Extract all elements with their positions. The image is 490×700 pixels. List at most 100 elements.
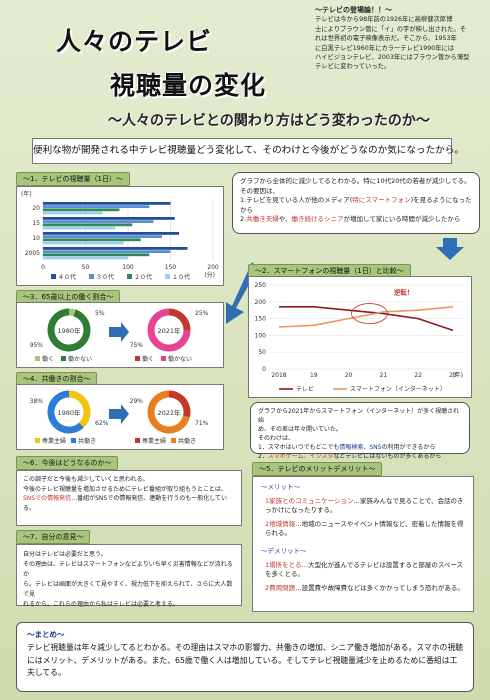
summary-box: ～まとめ～ テレビ視聴量は年々減少してるとわかる。その理由はスマホの影響力、共働… (16, 622, 474, 692)
right-arrow-icon (109, 404, 129, 424)
demerit-heading: ～デメリット～ (261, 546, 307, 555)
y-tick-label: 10 (32, 235, 40, 242)
donut-slice (47, 308, 91, 352)
smartphone-comparison-panel: 0 50 100 150 200 250 2018 19 20 21 22 23 (年) 逆転！ テレビ スマ… (248, 276, 472, 398)
legend-label: 働く (42, 355, 54, 363)
donut-center-label: 2021年 (157, 326, 181, 335)
summary-body: テレビ視聴量は年々減少してるとわかる。その理由はスマホの影響力、共働きの増加、シ… (27, 643, 463, 677)
note-text: 1．スマホはいつでもどこでも (258, 444, 340, 451)
merit-key: 1家族とのコミュニケーション (265, 496, 354, 505)
bar (43, 217, 175, 220)
legend-label: スマートフォン（インターネット） (350, 385, 446, 393)
bar (43, 238, 141, 242)
history-heading: ～テレビの登場論！！～ (315, 6, 392, 14)
opinion-line: 自分はテレビは必要だと思う。 (23, 551, 107, 558)
y-tick-label: 200 (255, 299, 267, 306)
x-tick-label: 50 (82, 264, 90, 271)
opinion-box: 自分はテレビは必要だと思う。 その理由は、テレビはスマートフォンなどよりいち早く… (16, 544, 242, 608)
legend-label: 専業主婦 (142, 437, 166, 445)
history-box: ～テレビの登場論！！～ テレビは今から98年前の1926年に高柳健次郎博 士によ… (315, 6, 485, 72)
legend-label: テレビ (296, 385, 314, 393)
donut-slice (147, 308, 191, 352)
x-tick-label: 100 (122, 264, 134, 271)
demerit-value: …大型化が進んでるテレビは設置すると部屋のスペースを多くとる。 (265, 560, 464, 579)
y-tick-label: 15 (32, 220, 40, 227)
tv-viewing-chart-panel: (年) 0 50 100 150 200 (分) 20 15 10 2005 ４０代 ３０代 ２０代 １０代 (16, 186, 224, 286)
x-tick-label: 19 (310, 372, 318, 379)
legend-swatch (127, 274, 132, 279)
section5-heading: ～5．テレビのメリットデメリット～ (252, 462, 383, 476)
bar (43, 226, 116, 230)
section7-heading: ～7．自分の意見～ (16, 530, 91, 544)
donut-slice (47, 390, 84, 434)
history-line: に白黒テレビ1960年にカラーテレビ1990年には (315, 44, 455, 52)
intro-box: 便利な物が開発される中テレビ視聴量どう変化して、そのわけと今後がどうなのか気にな… (32, 138, 464, 164)
legend-label: １０代 (172, 273, 190, 281)
note-line: SNSでの情報発信…番組がSNSでの情報発信、連動を行うのも一般化している。 (23, 494, 235, 513)
note-text: 2． (258, 453, 268, 460)
y-tick-label: 250 (255, 282, 267, 289)
donut-slice (68, 390, 91, 428)
y-tick-label: 100 (255, 332, 267, 339)
donut-pct-label: 75% (130, 342, 144, 349)
dual-income-panel: 1980年 38% 62% 専業主婦 共働き 2022年 29% 71% 専業主婦 共働き (16, 384, 224, 450)
x-axis-label: (年) (452, 371, 463, 379)
donut-pct-label: 38% (30, 398, 44, 405)
donut-slice (168, 390, 191, 418)
down-arrow-icon (436, 238, 464, 260)
x-tick-label: 150 (165, 264, 177, 271)
note-line: その要因は、 (240, 187, 472, 197)
y-tick-label: 50 (258, 349, 266, 356)
y-tick-label: 150 (255, 316, 267, 323)
bar (43, 247, 188, 250)
right-arrow-icon (109, 322, 129, 342)
x-tick-label: 20 (345, 372, 353, 379)
note-text: SNSでの情報発信 (23, 495, 72, 502)
demerit-value: …設置費や故障費などは多くかかってしまう恐れがある。 (295, 583, 464, 592)
bar (43, 211, 103, 215)
x-tick-label: 21 (380, 372, 388, 379)
note-text: などテレビにはないものが多くあるから (333, 453, 442, 460)
note-text: 特にスマートフォン (352, 196, 411, 205)
note-text: め、その差は年々開いていた。 (258, 426, 342, 433)
note-line: グラフから全体的に減少してるとわかる。特に10代20代の若者が減少してる。 (240, 177, 472, 187)
senior-work-donut-charts: 1980年 5% 95% 働く 働かない 2021年 25% 75% 働く 働かない (30, 308, 209, 363)
note-text: 働き続けるシニア (291, 215, 344, 224)
note-text: この調子だと今後も減少していくと思われる。 (23, 476, 149, 483)
legend-swatch (165, 274, 170, 279)
donut-slice (147, 390, 190, 434)
note-line: 2．スマホゲーム、インスタなどテレビにはないものが多くあるから (258, 452, 462, 461)
annotation-label: 逆転！ (394, 287, 414, 296)
merit-heading: ～メリット～ (261, 483, 300, 491)
note-text: )を見るようになったから (240, 196, 472, 214)
merit-value: …家族みんなで見ることで、会話のきっかけになったりする。 (265, 496, 464, 515)
bar (43, 232, 179, 235)
bar (43, 250, 171, 253)
legend-label: 働く (142, 355, 154, 363)
opinion-line: ら。テレビは画面が大きくて見やすく、視力低下を抑えられて、さらに大人数で見 (23, 581, 233, 598)
legend-label: 働かない (168, 355, 192, 363)
page-subtitle: ～人々のテレビとの関わり方はどう変わったのか～ (108, 113, 430, 129)
donut-pct-label: 71% (195, 420, 209, 427)
history-line: ハイビジョンテレビ、2003年にはブラウン管から薄型 (315, 54, 470, 62)
legend-label: 共働き (78, 437, 96, 445)
bar (43, 220, 154, 223)
demerit-key: 1場所をとる (265, 560, 302, 569)
note-text: 1.テレビを見ている人が他のメディア( (240, 196, 353, 205)
legend-swatch (135, 356, 140, 361)
legend-label: 働かない (68, 355, 92, 363)
note-text: …番組がSNSでの情報発信、連動を行うのも一般化している。 (23, 495, 228, 512)
note-text: そのわけは、 (258, 435, 295, 442)
note-line: 今後のテレビ視聴量を増加させるためにテレビ番組が取り組もうとことは、 (23, 485, 235, 495)
bar (43, 241, 124, 245)
note-line: この調子だと今後も減少していくと思われる。 (23, 475, 235, 485)
donut-center-label: 1980年 (57, 326, 81, 335)
legend-label: 共働き (178, 437, 196, 445)
merit-value: …地域のニュースやイベント情報など、密着した情報を得られる。 (265, 519, 464, 538)
note-text: 情報検索、SNS (339, 444, 382, 451)
note-line: め、その差は年々開いていた。 (258, 425, 462, 434)
series-line (278, 306, 454, 328)
bar (43, 253, 150, 257)
x-axis-label: (分) (204, 271, 215, 279)
